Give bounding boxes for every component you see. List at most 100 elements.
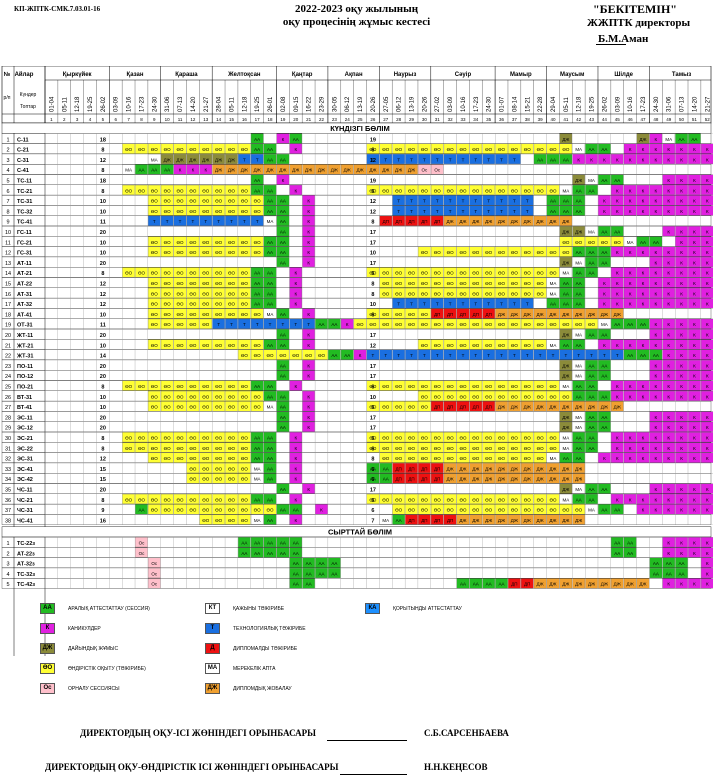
schedule-cell	[263, 205, 277, 216]
week-label: 01-07	[500, 96, 506, 112]
schedule-cell	[353, 277, 367, 288]
week-label: 17-23	[474, 96, 480, 112]
schedule-cell-label: Т	[217, 219, 220, 224]
schedule-cell-label: К	[693, 374, 696, 379]
schedule-cell	[482, 143, 495, 154]
schedule-cell	[456, 370, 470, 381]
schedule-cell	[83, 452, 97, 464]
schedule-cell	[314, 493, 329, 505]
schedule-cell	[675, 411, 688, 422]
schedule-cell	[366, 164, 380, 175]
schedule-cell-label: ӨО	[524, 343, 532, 348]
schedule-cell	[314, 359, 329, 371]
row-group-name: ЭС-41	[17, 467, 33, 473]
schedule-cell-label: ӨО	[485, 497, 493, 502]
schedule-cell-label: Т	[410, 157, 413, 162]
schedule-cell-label: ДЖ	[228, 157, 236, 162]
schedule-cell-label: ӨО	[408, 147, 416, 152]
schedule-cell	[57, 205, 71, 216]
week-number: 11	[178, 117, 183, 122]
schedule-cell-label: ӨО	[369, 322, 377, 327]
schedule-cell	[134, 153, 148, 165]
week-number: 41	[563, 117, 569, 122]
schedule-cell	[469, 267, 483, 278]
schedule-cell	[212, 154, 225, 164]
schedule-cell	[83, 133, 97, 144]
schedule-cell	[430, 411, 444, 422]
schedule-cell	[57, 452, 71, 464]
schedule-cell-label: ӨО	[498, 508, 506, 513]
schedule-cell-label: ДЖ	[627, 582, 635, 587]
schedule-cell-label: Т	[449, 199, 452, 204]
schedule-cell-label: Т	[217, 322, 220, 327]
schedule-cell-label: АА	[280, 240, 286, 245]
schedule-cell	[353, 462, 367, 474]
schedule-cell-label: ӨО	[382, 271, 390, 276]
schedule-cell-label: ӨО	[202, 250, 210, 255]
schedule-cell	[521, 288, 534, 298]
schedule-cell-label: ӨО	[549, 446, 557, 451]
schedule-cell-label: К	[680, 425, 683, 430]
schedule-cell-label: ӨО	[215, 394, 223, 399]
schedule-cell	[597, 184, 611, 196]
schedule-cell	[495, 277, 508, 288]
schedule-cell	[353, 370, 367, 381]
schedule-cell-label: Т	[487, 199, 490, 204]
schedule-cell	[186, 298, 200, 309]
schedule-cell-label: ӨО	[421, 436, 429, 441]
schedule-cell-label: Т	[230, 219, 233, 224]
week-number: 32	[448, 117, 454, 122]
schedule-cell	[559, 318, 573, 329]
schedule-cell	[418, 154, 431, 164]
schedule-cell	[225, 298, 238, 309]
week-number: 46	[628, 117, 634, 122]
schedule-cell	[70, 504, 84, 515]
schedule-cell-label: ДЖ	[575, 405, 583, 410]
schedule-cell	[340, 483, 354, 494]
schedule-cell	[70, 390, 84, 402]
schedule-cell-label: ӨО	[305, 353, 313, 358]
schedule-cell	[353, 339, 367, 350]
schedule-cell	[199, 256, 213, 268]
schedule-cell	[405, 267, 418, 278]
schedule-cell	[212, 205, 225, 216]
schedule-cell	[520, 153, 534, 165]
weeks-count-2: 17	[370, 333, 376, 339]
schedule-cell	[314, 246, 329, 258]
schedule-cell-label: АА	[589, 374, 595, 379]
schedule-cell	[559, 547, 573, 558]
schedule-cell	[379, 547, 393, 558]
schedule-cell	[353, 267, 367, 278]
schedule-cell	[533, 432, 547, 443]
schedule-cell-label: ӨО	[382, 384, 390, 389]
schedule-cell	[83, 493, 97, 505]
schedule-cell-label: Т	[410, 199, 413, 204]
schedule-cell	[173, 143, 187, 154]
schedule-cell-label: ӨО	[382, 405, 390, 410]
schedule-cell	[199, 308, 212, 319]
schedule-cell	[57, 473, 71, 484]
row-group-name: ЧС-41	[17, 518, 33, 524]
schedule-cell	[662, 246, 675, 257]
schedule-cell-label: К	[706, 322, 709, 327]
weeks-count-2: 12	[370, 343, 376, 349]
schedule-cell	[122, 514, 136, 525]
schedule-cell-label: ӨО	[459, 188, 467, 193]
schedule-cell-label: ДЖ	[588, 582, 596, 587]
schedule-cell	[238, 432, 251, 443]
schedule-cell-label: ӨО	[447, 456, 455, 461]
schedule-cell	[160, 164, 174, 175]
schedule-cell	[263, 277, 277, 288]
schedule-cell	[533, 359, 547, 371]
schedule-cell-label: Т	[462, 157, 465, 162]
schedule-cell	[572, 360, 585, 371]
schedule-cell	[302, 318, 315, 329]
schedule-cell-label: ӨО	[202, 209, 210, 214]
schedule-cell-label: Т	[384, 157, 387, 162]
schedule-cell	[70, 256, 84, 268]
schedule-cell	[173, 370, 187, 381]
week-label: 05-11	[564, 96, 570, 112]
schedule-cell-label: К	[655, 250, 658, 255]
schedule-cell	[173, 411, 187, 422]
schedule-cell	[430, 547, 444, 558]
